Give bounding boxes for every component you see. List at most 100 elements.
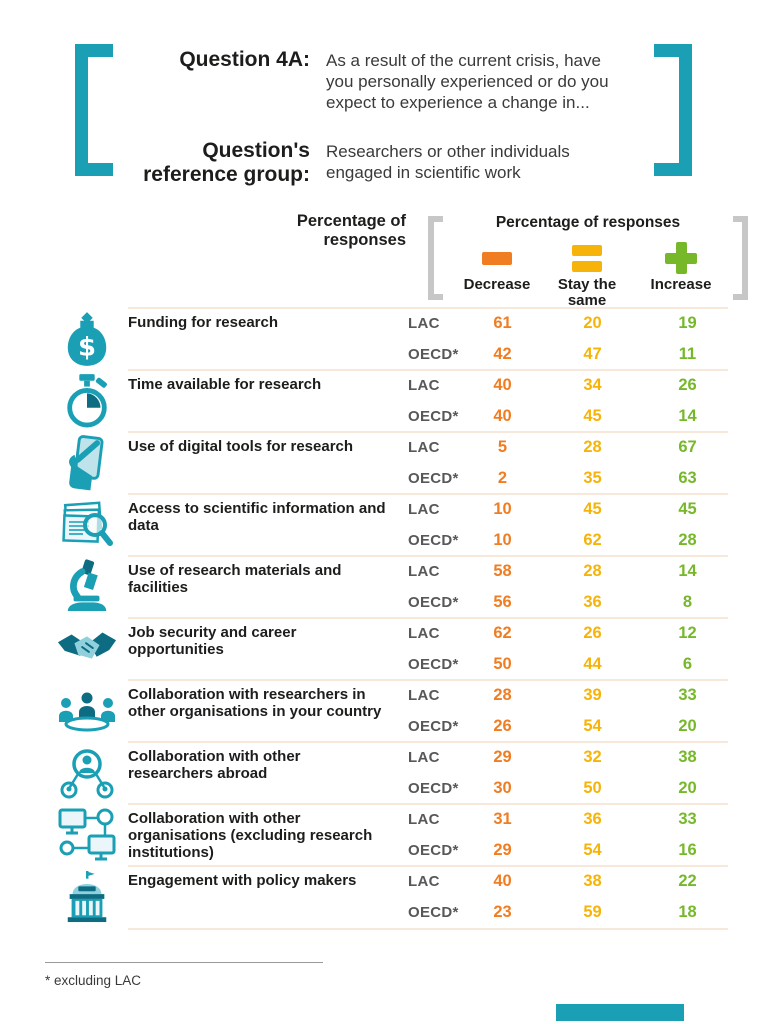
table-row: $ Funding for research LAC 61 20 19 OECD… bbox=[45, 307, 735, 370]
value-increase: 28 bbox=[678, 531, 697, 549]
value-decrease: 2 bbox=[497, 469, 508, 487]
value-same: 39 bbox=[583, 686, 602, 704]
row-icon: $ bbox=[45, 308, 128, 370]
microscope-icon bbox=[63, 559, 111, 615]
value-decrease: 62 bbox=[493, 624, 512, 642]
legend-stay-the-same: Stay the same bbox=[542, 242, 632, 309]
row-icon bbox=[45, 370, 128, 432]
group-label-oecd: OECD* bbox=[408, 532, 459, 549]
value-decrease: 58 bbox=[493, 562, 512, 580]
row-category: Funding for research bbox=[128, 314, 279, 331]
question-header: Question 4A: As a result of the current … bbox=[0, 30, 768, 200]
value-same: 28 bbox=[583, 562, 602, 580]
group-label-oecd: OECD* bbox=[408, 470, 459, 487]
value-increase: 20 bbox=[678, 779, 697, 797]
row-category: Collaboration with researchers in other … bbox=[128, 686, 382, 720]
value-increase: 33 bbox=[678, 810, 697, 828]
question-label: Question 4A: bbox=[179, 48, 310, 71]
value-decrease: 26 bbox=[493, 717, 512, 735]
value-same: 32 bbox=[583, 748, 602, 766]
value-decrease: 5 bbox=[497, 438, 508, 456]
value-decrease: 40 bbox=[493, 407, 512, 425]
row-category: Engagement with policy makers bbox=[128, 872, 357, 889]
legend-right-bracket-icon bbox=[733, 216, 748, 300]
value-same: 54 bbox=[583, 841, 602, 859]
value-same: 20 bbox=[583, 314, 602, 332]
row-icon bbox=[45, 618, 128, 680]
footnote-divider bbox=[45, 962, 323, 963]
row-category: Collaboration with other researchers abr… bbox=[128, 748, 301, 782]
legend-increase-label: Increase bbox=[650, 276, 712, 293]
value-same: 28 bbox=[583, 438, 602, 456]
table-row: Engagement with policy makers LAC 40 38 … bbox=[45, 865, 735, 928]
value-decrease: 10 bbox=[493, 531, 512, 549]
group-label-lac: LAC bbox=[408, 563, 440, 580]
row-category: Use of digital tools for research bbox=[128, 438, 354, 455]
value-increase: 22 bbox=[678, 872, 697, 890]
table-row: Job security and career opportunities LA… bbox=[45, 617, 735, 680]
value-increase: 38 bbox=[678, 748, 697, 766]
value-same: 62 bbox=[583, 531, 602, 549]
table-row: Access to scientific information and dat… bbox=[45, 493, 735, 556]
value-increase: 26 bbox=[678, 376, 697, 394]
value-same: 34 bbox=[583, 376, 602, 394]
value-increase: 12 bbox=[678, 624, 697, 642]
left-column-title: Percentage of responses bbox=[296, 212, 406, 250]
group-label-oecd: OECD* bbox=[408, 718, 459, 735]
value-increase: 19 bbox=[678, 314, 697, 332]
svg-text:$: $ bbox=[77, 332, 95, 362]
results-table: $ Funding for research LAC 61 20 19 OECD… bbox=[45, 307, 735, 930]
group-label-oecd: OECD* bbox=[408, 346, 459, 363]
stopwatch-icon bbox=[62, 373, 112, 429]
value-same: 44 bbox=[583, 655, 602, 673]
value-increase: 45 bbox=[678, 500, 697, 518]
value-increase: 67 bbox=[678, 438, 697, 456]
value-same: 36 bbox=[583, 810, 602, 828]
value-decrease: 42 bbox=[493, 345, 512, 363]
value-increase: 6 bbox=[682, 655, 693, 673]
group-label-oecd: OECD* bbox=[408, 594, 459, 611]
row-icon bbox=[45, 866, 128, 928]
minus-icon bbox=[482, 242, 512, 274]
row-category: Use of research materials and facilities bbox=[128, 562, 342, 596]
table-row: Collaboration with other researchers abr… bbox=[45, 741, 735, 804]
legend-decrease-label: Decrease bbox=[463, 276, 531, 293]
left-bracket-icon bbox=[75, 44, 113, 176]
footer-bar bbox=[556, 1004, 684, 1021]
value-same: 45 bbox=[583, 407, 602, 425]
value-same: 54 bbox=[583, 717, 602, 735]
value-increase: 63 bbox=[678, 469, 697, 487]
group-label-oecd: OECD* bbox=[408, 408, 459, 425]
legend: Percentage of responses Decrease Stay th… bbox=[428, 214, 748, 309]
row-category: Time available for research bbox=[128, 376, 322, 393]
value-same: 35 bbox=[583, 469, 602, 487]
group-label-lac: LAC bbox=[408, 377, 440, 394]
table-row: Collaboration with other organisations (… bbox=[45, 803, 735, 866]
value-decrease: 29 bbox=[493, 841, 512, 859]
documents-magnifier-icon bbox=[59, 500, 115, 550]
group-label-oecd: OECD* bbox=[408, 780, 459, 797]
legend-same-label: Stay the same bbox=[557, 276, 617, 310]
handshake-icon bbox=[57, 629, 117, 669]
value-increase: 8 bbox=[682, 593, 693, 611]
money-bag-icon: $ bbox=[63, 311, 111, 367]
table-row: Time available for research LAC 40 34 26… bbox=[45, 369, 735, 432]
value-decrease: 23 bbox=[493, 903, 512, 921]
right-bracket-icon bbox=[654, 44, 692, 176]
value-decrease: 10 bbox=[493, 500, 512, 518]
row-category: Collaboration with other organisations (… bbox=[128, 810, 373, 861]
value-same: 45 bbox=[583, 500, 602, 518]
row-category: Access to scientific information and dat… bbox=[128, 500, 386, 534]
group-label-oecd: OECD* bbox=[408, 842, 459, 859]
value-decrease: 31 bbox=[493, 810, 512, 828]
value-decrease: 56 bbox=[493, 593, 512, 611]
value-increase: 14 bbox=[678, 562, 697, 580]
row-icon bbox=[45, 556, 128, 618]
row-icon bbox=[45, 804, 128, 866]
value-increase: 14 bbox=[678, 407, 697, 425]
group-label-lac: LAC bbox=[408, 315, 440, 332]
plus-icon bbox=[665, 242, 697, 274]
value-increase: 16 bbox=[678, 841, 697, 859]
value-same: 59 bbox=[583, 903, 602, 921]
value-same: 47 bbox=[583, 345, 602, 363]
